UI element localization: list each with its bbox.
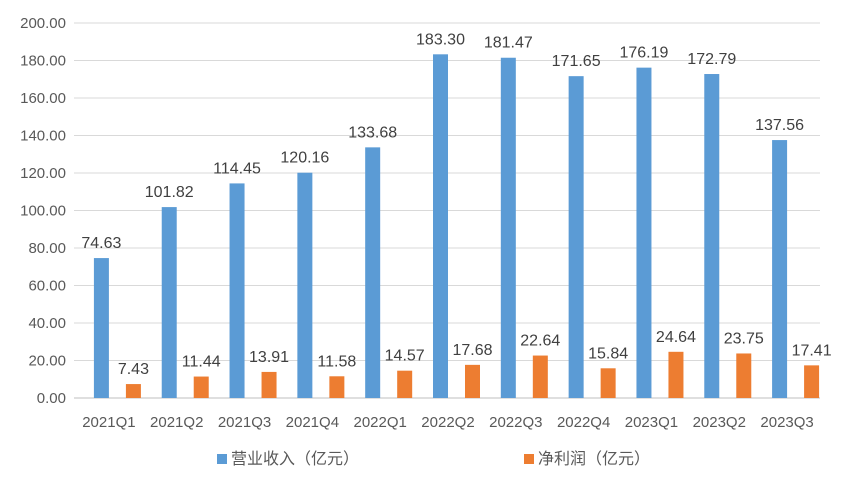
y-tick-label: 120.00 [20, 165, 66, 182]
x-tick-label: 2023Q1 [625, 414, 678, 431]
legend: 营业收入（亿元） 净利润（亿元） [217, 449, 650, 468]
net-profit-data-label: 14.57 [385, 348, 425, 365]
y-tick-label: 0.00 [37, 390, 66, 407]
y-tick-label: 180.00 [20, 53, 66, 70]
x-tick-label: 2022Q1 [353, 414, 406, 431]
revenue-data-label: 74.63 [81, 235, 121, 252]
revenue-bar [568, 76, 584, 398]
net-profit-data-label: 17.41 [792, 342, 832, 359]
revenue-legend-swatch [217, 454, 227, 464]
revenue-bar [229, 183, 245, 398]
net-profit-bar [668, 351, 684, 398]
net-profit-data-label: 13.91 [249, 349, 289, 366]
net-profit-bar [397, 370, 413, 398]
net-profit-data-label: 22.64 [520, 333, 560, 350]
revenue-bar [704, 74, 720, 399]
revenue-data-label: 181.47 [484, 35, 533, 52]
net-profit-data-label: 23.75 [724, 330, 764, 347]
net-profit-bar [193, 376, 209, 398]
net-profit-bar [736, 353, 752, 398]
x-tick-label: 2023Q3 [760, 414, 813, 431]
revenue-bar [297, 172, 313, 398]
net-profit-data-label: 24.64 [656, 329, 696, 346]
data-labels: 74.63 7.43 101.82 11.44 114.45 13.91 120.16 11.… [81, 31, 831, 378]
revenue-bar [500, 57, 516, 399]
net-profit-legend-swatch [524, 454, 534, 464]
revenue-data-label: 176.19 [619, 45, 668, 62]
net-profit-legend-label: 净利润（亿元） [538, 449, 650, 468]
revenue-data-label: 171.65 [552, 53, 601, 70]
revenue-data-label: 101.82 [145, 184, 194, 201]
revenue-legend-label: 营业收入（亿元） [231, 449, 359, 468]
y-tick-label: 60.00 [28, 278, 66, 295]
y-tick-label: 80.00 [28, 240, 66, 257]
net-profit-bar [804, 365, 820, 398]
x-tick-label: 2021Q2 [150, 414, 203, 431]
net-profit-data-label: 11.58 [317, 353, 356, 370]
revenue-bar [636, 67, 652, 399]
revenue-data-label: 133.68 [348, 124, 397, 141]
y-tick-label: 200.00 [20, 15, 66, 32]
x-tick-label: 2021Q4 [286, 414, 339, 431]
y-tick-label: 140.00 [20, 128, 66, 145]
revenue-data-label: 114.45 [213, 160, 261, 177]
x-tick-label: 2021Q3 [218, 414, 271, 431]
y-axis: 0.00 20.00 40.00 60.00 80.00 100.00 120.00 140.… [20, 15, 66, 407]
x-tick-label: 2022Q2 [421, 414, 474, 431]
x-tick-label: 2021Q1 [82, 414, 135, 431]
x-axis: 2021Q1 2021Q2 2021Q3 2021Q4 2022Q1 2022Q2 2022… [82, 414, 814, 431]
y-tick-label: 160.00 [20, 90, 66, 107]
net-profit-bar [261, 371, 277, 398]
revenue-bar [161, 207, 177, 398]
revenue-bar [93, 258, 109, 398]
net-profit-bar [465, 364, 480, 398]
revenue-bar [772, 140, 788, 398]
x-tick-label: 2022Q3 [489, 414, 542, 431]
y-tick-label: 40.00 [28, 315, 66, 332]
net-profit-bar [329, 376, 345, 398]
revenue-bar [433, 54, 448, 398]
x-tick-label: 2023Q2 [693, 414, 746, 431]
net-profit-data-label: 15.84 [588, 345, 628, 362]
bars [93, 54, 820, 399]
net-profit-data-label: 7.43 [118, 361, 149, 378]
revenue-data-label: 137.56 [755, 117, 804, 134]
revenue-data-label: 183.30 [416, 31, 465, 48]
y-tick-label: 100.00 [20, 203, 66, 220]
net-profit-data-label: 11.44 [182, 354, 221, 371]
net-profit-data-label: 17.68 [452, 342, 492, 359]
revenue-data-label: 120.16 [280, 150, 329, 167]
y-tick-label: 20.00 [28, 353, 66, 370]
x-tick-label: 2022Q4 [557, 414, 610, 431]
net-profit-bar [532, 355, 548, 398]
net-profit-bar [600, 368, 616, 398]
revenue-data-label: 172.79 [687, 51, 736, 68]
net-profit-bar [125, 384, 141, 398]
revenue-bar [365, 147, 381, 398]
